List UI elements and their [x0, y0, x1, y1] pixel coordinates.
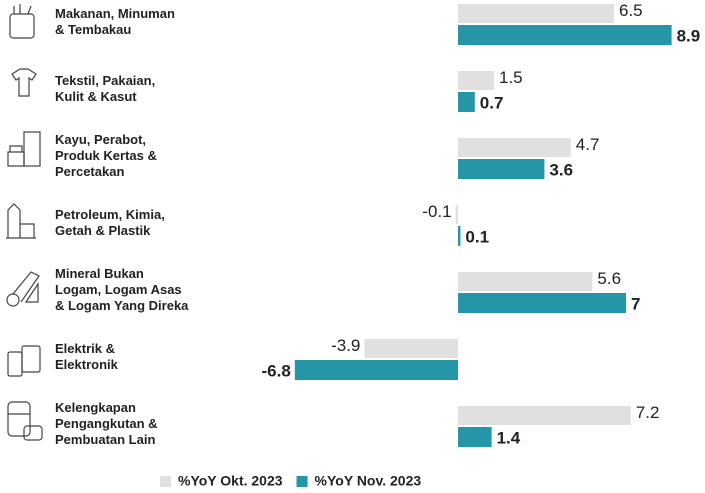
- category-label: Petroleum, Kimia, Getah & Plastik: [55, 207, 165, 238]
- category-label: Kayu, Perabot, Produk Kertas & Percetakan: [55, 132, 157, 179]
- bar: [364, 339, 458, 358]
- bar: [458, 4, 614, 23]
- data-label: 6.5: [619, 1, 643, 20]
- data-label: -3.9: [331, 336, 360, 355]
- icon-furniture: [7, 131, 41, 167]
- data-label: 5.6: [597, 269, 621, 288]
- bar: [458, 226, 461, 246]
- data-label: 4.7: [576, 135, 600, 154]
- category-label: Mineral Bukan Logam, Logam Asas & Logam Ya…: [55, 266, 189, 313]
- icon-shirt: [11, 68, 37, 97]
- data-label: 1.5: [499, 68, 523, 87]
- bar: [458, 138, 571, 157]
- legend-label: %YoY Okt. 2023: [178, 473, 283, 489]
- legend-label: %YoY Nov. 2023: [315, 473, 422, 489]
- icon-electronic: [7, 345, 41, 377]
- icon-petroleum: [6, 203, 36, 239]
- bar: [458, 272, 593, 291]
- data-label: 8.9: [677, 26, 701, 45]
- bar: [455, 205, 458, 224]
- category-label: Kelengkapan Pengangkutan & Pembuatan Lain: [55, 400, 158, 447]
- category-label: Elektrik & Elektronik: [55, 341, 119, 372]
- data-label: 3.6: [549, 160, 573, 179]
- bar: [458, 427, 492, 447]
- data-label: 7.2: [636, 403, 660, 422]
- bar: [458, 159, 545, 179]
- category-label: Makanan, Minuman & Tembakau: [55, 6, 175, 37]
- legend-swatch: [160, 476, 171, 487]
- icon-transport: [7, 401, 43, 441]
- data-label: 7: [631, 294, 640, 313]
- data-label: 0.1: [465, 227, 489, 246]
- icons: [6, 4, 43, 441]
- data-label: 0.7: [480, 93, 504, 112]
- bar: [458, 293, 626, 313]
- bar: [458, 406, 631, 425]
- icon-mineral: [6, 271, 40, 307]
- bar: [458, 71, 494, 90]
- icon-food: [9, 4, 35, 39]
- data-label: 1.4: [497, 428, 521, 447]
- bar: [458, 92, 475, 112]
- bar: [458, 25, 672, 45]
- category-label: Tekstil, Pakaian, Kulit & Kasut: [55, 73, 155, 104]
- bar: [294, 360, 458, 380]
- data-label: -6.8: [262, 361, 291, 380]
- legend-swatch: [296, 476, 308, 487]
- data-label: -0.1: [422, 202, 451, 221]
